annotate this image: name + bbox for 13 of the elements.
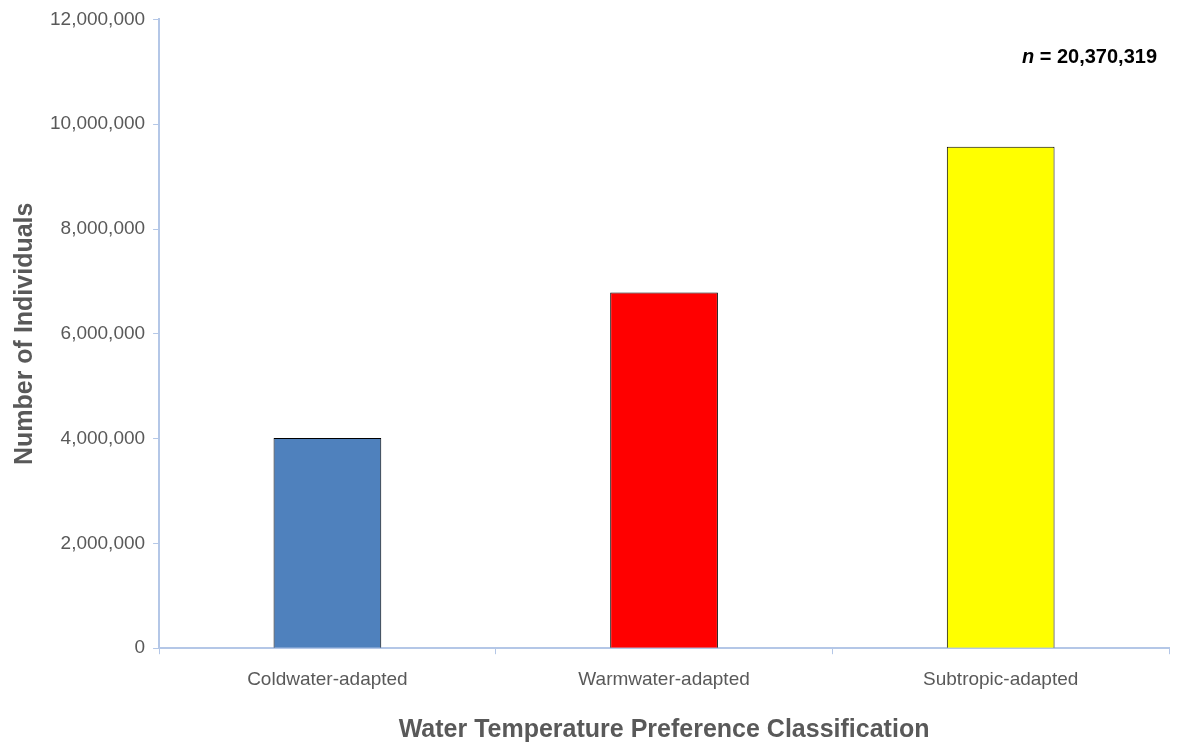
y-tick-label: 4,000,000 xyxy=(60,426,146,448)
y-tick-label: 2,000,000 xyxy=(60,531,146,553)
x-axis-title: Water Temperature Preference Classification xyxy=(398,713,930,742)
y-tick-label: 10,000,000 xyxy=(50,112,146,134)
y-tick-label: 0 xyxy=(134,636,146,658)
y-tick-label: 8,000,000 xyxy=(60,217,146,239)
annotation: n = 20,370,319 xyxy=(1021,44,1157,67)
x-tick-label: Warmwater-adapted xyxy=(578,667,750,689)
x-tick-label: Subtropic-adapted xyxy=(923,667,1079,689)
y-tick-label: 12,000,000 xyxy=(50,7,146,29)
y-tick-label: 6,000,000 xyxy=(60,322,146,344)
x-tick-label: Coldwater-adapted xyxy=(247,667,408,689)
y-axis-title: Number of Individuals xyxy=(8,202,37,466)
